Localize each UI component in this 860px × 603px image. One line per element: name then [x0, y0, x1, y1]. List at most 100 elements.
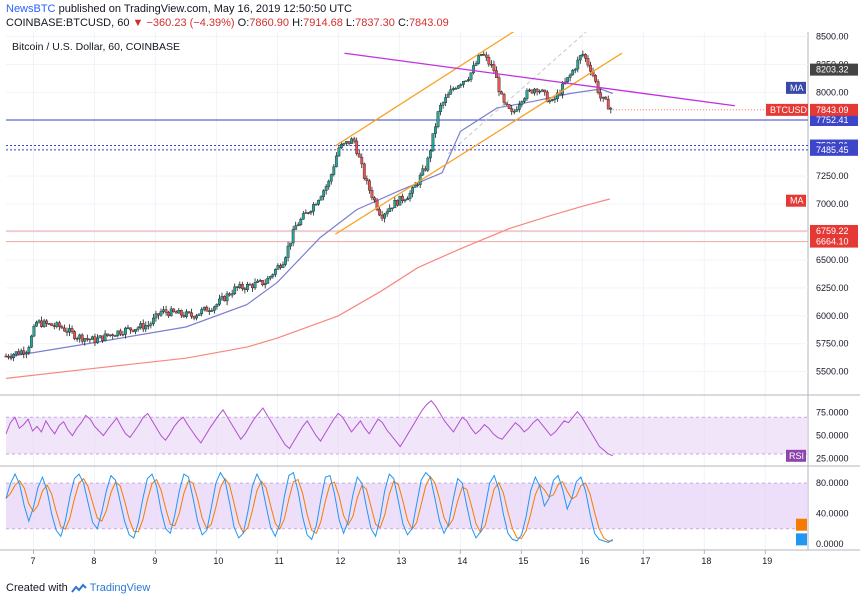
candle-body: [609, 107, 613, 110]
candle-body: [510, 108, 514, 112]
candle-body: [324, 186, 328, 191]
publisher-user[interactable]: NewsBTC: [6, 3, 56, 15]
candle-body: [416, 184, 420, 186]
candle-body: [583, 53, 587, 59]
candle-body: [601, 96, 605, 99]
candle-body: [129, 327, 132, 331]
candle-body: [47, 323, 51, 325]
candle-body: [599, 92, 603, 99]
level-price-label: 7485.45: [816, 145, 849, 155]
candle-body: [136, 327, 140, 330]
candle-body: [492, 64, 496, 71]
candle-body: [451, 88, 455, 90]
price-tick-label: 7250.00: [816, 171, 849, 181]
level-price-label: 6664.10: [816, 237, 849, 247]
candle-body: [411, 187, 414, 194]
candle-body: [268, 276, 272, 279]
candle-body: [126, 327, 130, 329]
candle-body: [401, 195, 404, 201]
candle-body: [91, 336, 94, 340]
tradingview-brand[interactable]: TradingView: [89, 582, 151, 594]
candle-body: [103, 333, 107, 341]
candle-body: [556, 92, 559, 99]
candle-body: [225, 293, 229, 302]
candle-body: [27, 347, 31, 353]
candle-body: [289, 242, 293, 247]
candle-body: [538, 90, 542, 93]
price-chart[interactable]: 8500.008250.008000.007750.007500.007250.…: [0, 32, 860, 578]
price-tag: [810, 63, 858, 76]
candle-body: [164, 309, 168, 313]
candle-body: [474, 63, 478, 66]
candle-body: [85, 338, 89, 340]
time-tick-label: 15: [518, 556, 528, 566]
candle-body: [118, 330, 122, 335]
candle-body: [329, 174, 333, 182]
candle-body: [223, 296, 226, 302]
candle-body: [238, 284, 242, 288]
footer: Created with TradingView: [6, 582, 150, 594]
candle-body: [284, 257, 287, 265]
candle-body: [22, 350, 26, 355]
price-tick-label: 5750.00: [816, 339, 849, 349]
candle-body: [545, 91, 549, 103]
candle-body: [111, 334, 115, 336]
candle-body: [520, 101, 524, 105]
time-tick-label: 10: [213, 556, 223, 566]
candle-body: [195, 315, 198, 319]
candle-body: [187, 311, 191, 313]
time-tick-label: 14: [457, 556, 467, 566]
candle-body: [197, 313, 201, 316]
candle-body: [444, 97, 448, 103]
candle-body: [502, 93, 506, 103]
candle-body: [70, 328, 74, 332]
price-tick-label: 6500.00: [816, 255, 849, 265]
candle-body: [124, 327, 127, 335]
candle-body: [523, 98, 526, 102]
candle-body: [169, 308, 173, 317]
candle-body: [360, 156, 364, 165]
candle-body: [134, 329, 138, 332]
rsi-tick-label: 75.0000: [816, 408, 849, 418]
candle-body: [207, 310, 211, 312]
price-tick-label: 8000.00: [816, 87, 849, 97]
stoch-tick-label: 80.0000: [816, 478, 849, 488]
stoch-tick-label: 0.0000: [816, 539, 844, 549]
candle-body: [40, 320, 43, 327]
candle-body: [500, 91, 503, 95]
candle-body: [80, 334, 84, 342]
candle-body: [482, 54, 486, 56]
chart-title: Bitcoin / U.S. Dollar, 60, COINBASE: [12, 41, 180, 53]
symbol-tag-label: BTCUSD: [770, 105, 808, 115]
open-label: O:: [237, 17, 250, 29]
time-tick-label: 17: [640, 556, 650, 566]
candle-body: [24, 352, 28, 355]
candle-body: [436, 111, 440, 128]
candle-body: [281, 264, 285, 268]
price-tick-label: 6250.00: [816, 283, 849, 293]
candle-body: [17, 351, 21, 355]
candle-body: [406, 198, 409, 201]
channel-upper-line: [334, 32, 515, 147]
candle-body: [116, 330, 120, 336]
level-price-label: 7752.41: [816, 115, 849, 125]
candle-body: [60, 326, 64, 329]
candle-body: [172, 308, 176, 312]
candle-body: [149, 323, 153, 326]
channel-mid-line: [447, 32, 587, 155]
candle-body: [218, 298, 221, 305]
stoch-band: [6, 483, 808, 529]
candle-body: [441, 102, 445, 106]
candle-body: [167, 312, 171, 317]
price-tick-label: 5500.00: [816, 367, 849, 377]
rsi-line: [5, 399, 613, 457]
candle-body: [434, 126, 437, 134]
candle-body: [535, 88, 539, 92]
price-tag-label: 8203.32: [816, 65, 849, 75]
candle-body: [421, 168, 425, 176]
candle-body: [202, 306, 206, 310]
candle-body: [162, 309, 165, 312]
candle-body: [357, 153, 361, 158]
candle-body: [174, 311, 178, 314]
price-tick-label: 8500.00: [816, 32, 849, 41]
